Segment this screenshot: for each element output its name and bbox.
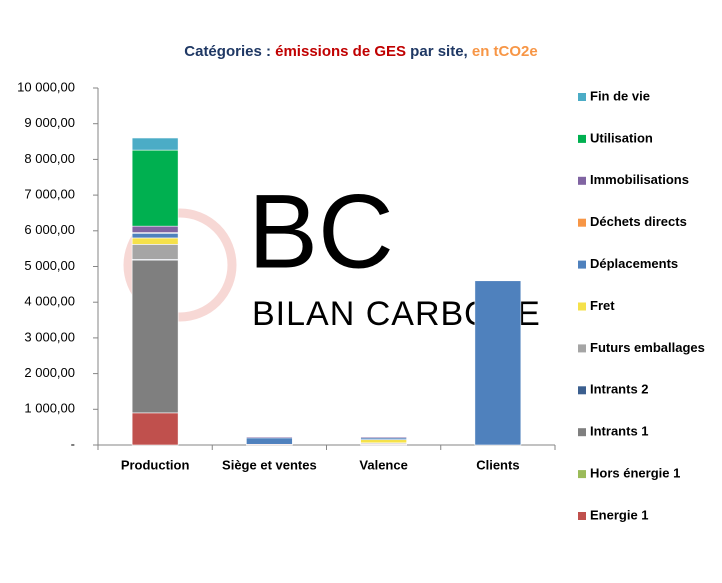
legend-swatch [578,176,586,185]
legend-swatch [578,218,586,227]
legend-label: Futurs emballages [590,340,705,355]
legend-label: Immobilisations [590,172,689,187]
y-tick-label: 2 000,00 [24,365,75,380]
legend-label: Energie 1 [590,507,649,522]
legend-label: Utilisation [590,130,653,145]
bar-segment [131,237,179,245]
bar-segment [131,137,179,151]
watermark-logo [123,208,237,322]
chart-title: Catégories : émissions de GES par site, … [184,43,537,60]
title-part: en tCO2e [472,43,538,60]
bar-segment [131,244,179,260]
bar-segment [246,437,293,445]
legend-swatch [578,302,586,311]
legend-label: Intrants 1 [590,424,649,439]
y-tick-label: 7 000,00 [24,187,75,202]
bar-segment [360,436,407,439]
x-tick-label: Siège et ventes [222,457,317,472]
y-tick-label: 6 000,00 [24,222,75,237]
bar-segment [131,149,179,227]
bar-segment [360,439,407,444]
legend-swatch [578,470,586,479]
legend-swatch [578,260,586,269]
watermark: BC [248,174,394,291]
x-tick-label: Clients [476,457,519,472]
legend-label: Déplacements [590,256,678,271]
legend-swatch [578,386,586,395]
y-tick-label: - [71,436,75,451]
legend-swatch [578,93,586,101]
bar-segment [131,412,179,446]
bar-segment [131,232,179,239]
bar-segment [131,225,179,233]
x-tick-label: Production [121,457,190,472]
title-part: par site, [406,43,472,60]
title-part: Catégories : [184,43,275,60]
legend-swatch [578,344,586,353]
legend-swatch [578,428,586,437]
y-tick-label: 4 000,00 [24,294,75,309]
x-tick-label: Valence [359,457,407,472]
legend-swatch [578,134,586,143]
legend-label: Déchets directs [590,214,687,229]
legend-label: Fret [590,298,615,313]
legend-label: Intrants 2 [590,382,649,397]
bar-segment [131,259,179,414]
legend-label: Fin de vie [590,88,650,103]
title-part: émissions de GES [275,43,406,60]
y-tick-label: 1 000,00 [24,401,75,416]
y-tick-label: 8 000,00 [24,151,75,166]
bar-segment [246,436,293,439]
bar-segment [474,280,522,446]
y-tick-label: 5 000,00 [24,258,75,273]
y-tick-label: 3 000,00 [24,329,75,344]
legend-swatch [578,512,586,520]
y-tick-label: 9 000,00 [24,115,75,130]
y-tick-label: 10 000,00 [17,79,75,94]
legend-label: Hors énergie 1 [590,466,680,481]
